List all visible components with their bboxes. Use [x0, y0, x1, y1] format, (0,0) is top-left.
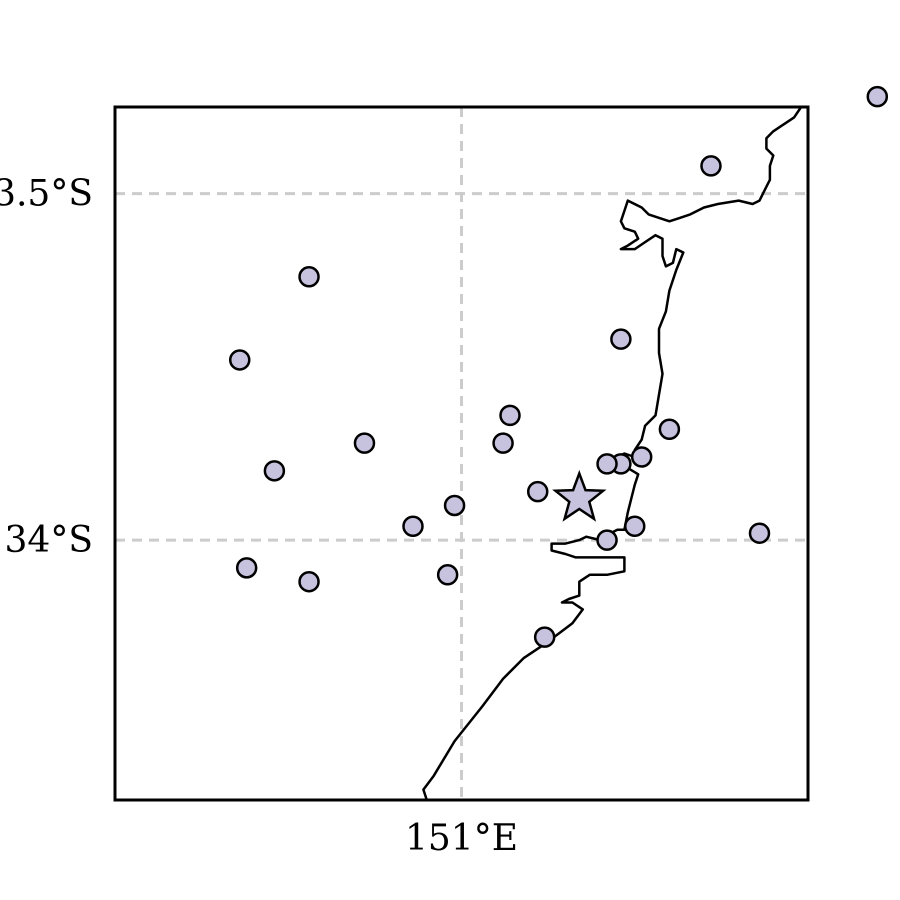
station-marker-22 [748, 522, 771, 544]
station-marker-4 [658, 418, 681, 440]
station-marker-2 [228, 349, 251, 371]
epicenter-star-icon [552, 469, 607, 522]
epicenter-marker-layer [552, 469, 607, 522]
station-marker-0 [700, 155, 722, 177]
station-marker-21 [866, 85, 889, 108]
station-marker-16 [596, 529, 618, 551]
tick-labels: 151°E 3.5°S 34°S [0, 174, 518, 859]
station-marker-20 [533, 626, 556, 648]
y-tick-label-0: 3.5°S [0, 174, 93, 215]
station-marker-10 [353, 432, 376, 454]
station-marker-7 [630, 446, 653, 468]
coastline-layer [422, 107, 803, 800]
station-marker-18 [298, 570, 320, 593]
y-tick-label-1: 34°S [5, 520, 93, 561]
station-marker-13 [443, 494, 466, 517]
station-marker-3 [610, 328, 632, 350]
map-frame [113, 105, 810, 802]
station-marker-15 [624, 515, 646, 538]
station-marker-11 [263, 460, 286, 482]
coastline [422, 107, 803, 800]
station-markers [228, 85, 889, 648]
station-marker-9 [596, 453, 618, 475]
station-marker-14 [402, 515, 424, 538]
station-marker-6 [492, 432, 514, 454]
station-marker-5 [499, 404, 521, 427]
station-marker-17 [235, 557, 258, 579]
station-marker-1 [298, 266, 320, 288]
station-marker-19 [436, 564, 459, 586]
station-marker-12 [526, 480, 549, 503]
x-tick-label-0: 151°E [405, 818, 518, 859]
gridlines [115, 107, 808, 800]
